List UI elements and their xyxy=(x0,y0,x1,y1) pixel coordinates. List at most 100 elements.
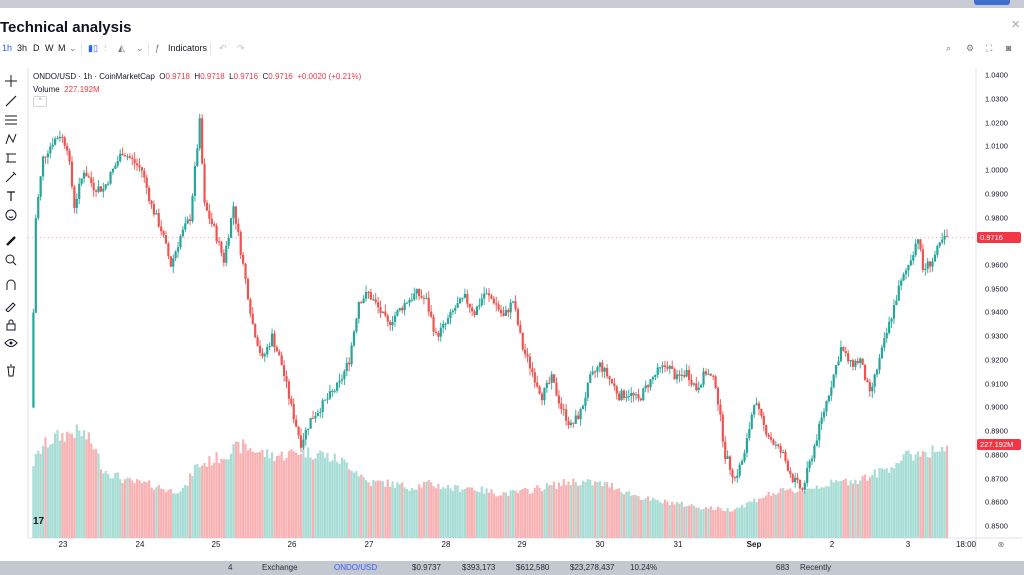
crosshair-icon[interactable] xyxy=(4,74,20,88)
volume-bar xyxy=(68,433,71,538)
undo-icon[interactable]: ↶ xyxy=(219,43,227,53)
open-label: O xyxy=(159,72,166,81)
volume-bar xyxy=(663,499,667,538)
trash-icon[interactable] xyxy=(4,363,20,377)
volume-bar xyxy=(280,451,283,538)
volume-bar xyxy=(70,433,74,538)
magnet-icon[interactable] xyxy=(4,278,20,292)
candles-icon[interactable]: ▮▯ xyxy=(88,43,98,53)
volume-bar xyxy=(126,477,129,538)
volume-bar xyxy=(492,493,495,538)
volume-bar xyxy=(480,486,483,538)
candle-body xyxy=(463,293,466,298)
zoom-icon[interactable] xyxy=(4,253,20,267)
interval-3h[interactable]: 3h xyxy=(17,43,28,53)
interval-m[interactable]: M xyxy=(58,43,66,53)
volume-bar xyxy=(340,457,344,538)
fullscreen-icon[interactable]: ⛶ xyxy=(986,43,993,53)
interval-1h[interactable]: 1h xyxy=(2,43,13,53)
area-chart-icon[interactable]: ◭ xyxy=(118,43,125,53)
volume-bar xyxy=(888,472,891,538)
x-tick-label: 3 xyxy=(905,540,911,549)
fib-icon[interactable] xyxy=(4,113,20,127)
volume-bar xyxy=(721,510,724,538)
candle-body xyxy=(454,307,457,311)
volume-bar xyxy=(748,501,751,538)
bars-icon[interactable]: ⫶ xyxy=(104,43,107,53)
draw-mode-icon[interactable] xyxy=(4,298,20,313)
indicators-icon[interactable]: ƒ xyxy=(155,43,161,53)
close-icon[interactable]: × xyxy=(1011,16,1020,33)
brush-icon[interactable] xyxy=(4,170,20,184)
candle-body xyxy=(646,385,650,388)
x-tick-label: Sep xyxy=(746,540,762,549)
volume-bar xyxy=(333,453,336,538)
symbol-label[interactable]: ONDO/USD · 1h · CoinMarketCap xyxy=(33,72,155,81)
volume-bar xyxy=(393,487,397,538)
candle-body xyxy=(909,260,912,266)
interval-chevron-icon[interactable]: ⌄ xyxy=(69,43,77,53)
candle-body xyxy=(487,293,491,296)
candle-body xyxy=(471,307,474,312)
volume-bar xyxy=(150,487,153,538)
interval-w[interactable]: W xyxy=(45,43,54,53)
candle-body xyxy=(336,382,339,391)
candle-body xyxy=(111,168,115,173)
redo-icon[interactable]: ↷ xyxy=(237,43,245,53)
volume-bar xyxy=(678,503,681,538)
volume-bar xyxy=(102,473,105,538)
candle-body xyxy=(526,354,529,357)
row-pair[interactable]: ONDO/USD xyxy=(334,563,378,572)
volume-bar xyxy=(738,507,741,538)
candle-body xyxy=(451,310,454,313)
volume-bar xyxy=(51,443,54,538)
volume-bar xyxy=(458,491,462,538)
candle-body xyxy=(225,245,228,263)
candle-body xyxy=(307,428,310,430)
candle-body xyxy=(507,309,510,313)
tradingview-logo[interactable]: 17 xyxy=(33,516,45,527)
settings-icon[interactable]: ⚙ xyxy=(966,43,975,53)
camera-icon[interactable]: ◙ xyxy=(1006,43,1012,53)
candle-body xyxy=(671,365,674,370)
volume-bar xyxy=(314,458,317,538)
trendline-icon[interactable] xyxy=(4,94,20,108)
pattern-icon[interactable] xyxy=(4,132,20,146)
indicators-button[interactable]: Indicators xyxy=(168,43,208,53)
lock-icon[interactable] xyxy=(4,318,20,332)
volume-bar xyxy=(728,511,732,538)
x-tick-label: 31 xyxy=(673,540,683,549)
candle-body xyxy=(446,318,450,324)
search-icon[interactable]: ⌕ xyxy=(946,43,952,53)
ruler-icon[interactable] xyxy=(4,234,20,248)
volume-bar xyxy=(338,463,341,538)
candle-body xyxy=(900,280,903,286)
text-icon[interactable] xyxy=(4,189,20,203)
collapse-legend-button[interactable]: ⌃ xyxy=(33,96,47,107)
measure-icon[interactable] xyxy=(4,151,20,165)
candle-body xyxy=(577,415,580,420)
volume-bar xyxy=(174,493,177,538)
row-exchange[interactable]: Exchange xyxy=(262,563,298,572)
interval-d[interactable]: D xyxy=(33,43,40,53)
volume-bar xyxy=(379,480,382,538)
volume-bar xyxy=(702,508,705,538)
candle-body xyxy=(721,414,724,442)
candle-body xyxy=(461,297,464,299)
volume-bar xyxy=(417,484,421,538)
emoji-icon[interactable] xyxy=(4,208,20,222)
candle-body xyxy=(514,301,517,309)
volume-bar xyxy=(304,457,307,538)
volume-bar xyxy=(123,479,127,538)
candle-body xyxy=(716,387,720,405)
candle-body xyxy=(565,409,568,421)
chart-type-chevron-icon[interactable]: ⌄ xyxy=(136,43,144,53)
volume-bar xyxy=(794,493,797,538)
candle-body xyxy=(311,417,315,419)
candle-body xyxy=(46,153,49,158)
axis-settings-icon[interactable]: ⊗ xyxy=(997,540,1005,549)
candle-body xyxy=(871,386,874,392)
eye-icon[interactable] xyxy=(4,336,20,350)
volume-bar xyxy=(755,502,758,538)
